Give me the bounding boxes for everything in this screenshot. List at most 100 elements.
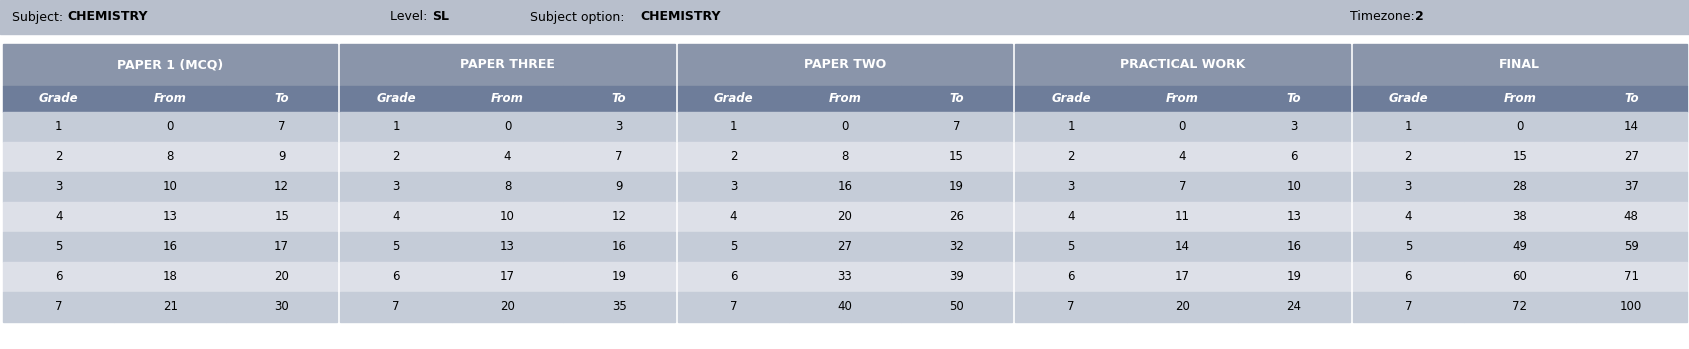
Bar xyxy=(3,262,115,292)
Text: CHEMISTRY: CHEMISTRY xyxy=(68,10,147,23)
Text: 4: 4 xyxy=(1404,210,1412,223)
Bar xyxy=(677,262,789,292)
Text: To: To xyxy=(611,92,627,105)
Bar xyxy=(339,44,674,86)
Text: Grade: Grade xyxy=(1051,92,1089,105)
Bar xyxy=(789,262,900,292)
Bar xyxy=(1015,142,1127,172)
Bar xyxy=(789,172,900,202)
Bar xyxy=(1015,262,1127,292)
Text: Timezone:: Timezone: xyxy=(1350,10,1417,23)
Bar xyxy=(1463,232,1574,262)
Text: 4: 4 xyxy=(392,210,400,223)
Text: 8: 8 xyxy=(503,180,512,193)
Text: CHEMISTRY: CHEMISTRY xyxy=(640,10,720,23)
Bar xyxy=(1127,172,1238,202)
Text: 9: 9 xyxy=(277,150,285,163)
Bar xyxy=(900,292,1012,322)
Bar xyxy=(339,142,451,172)
Bar xyxy=(677,172,789,202)
Bar xyxy=(562,292,674,322)
Text: 5: 5 xyxy=(730,240,736,253)
Text: 20: 20 xyxy=(274,270,289,283)
Text: 19: 19 xyxy=(1285,270,1301,283)
Text: 60: 60 xyxy=(1512,270,1527,283)
Bar xyxy=(1015,232,1127,262)
Text: 5: 5 xyxy=(392,240,400,253)
Text: Grade: Grade xyxy=(377,92,415,105)
Bar xyxy=(339,232,451,262)
Text: 19: 19 xyxy=(949,180,963,193)
Text: 3: 3 xyxy=(615,120,622,134)
Text: 0: 0 xyxy=(1177,120,1186,134)
Bar xyxy=(3,232,115,262)
Text: 16: 16 xyxy=(838,180,851,193)
Bar xyxy=(3,202,115,232)
Text: 8: 8 xyxy=(841,150,848,163)
Text: 7: 7 xyxy=(392,300,400,313)
Bar xyxy=(451,262,562,292)
Text: 3: 3 xyxy=(56,180,62,193)
Text: 48: 48 xyxy=(1623,210,1638,223)
Bar xyxy=(562,172,674,202)
Bar xyxy=(677,142,789,172)
Text: 0: 0 xyxy=(841,120,848,134)
Bar xyxy=(226,112,338,142)
Bar xyxy=(1238,292,1350,322)
Text: 40: 40 xyxy=(838,300,851,313)
Bar xyxy=(562,232,674,262)
Bar xyxy=(1463,292,1574,322)
Text: Grade: Grade xyxy=(713,92,753,105)
Text: 33: 33 xyxy=(838,270,851,283)
Bar xyxy=(1574,172,1686,202)
Text: 1: 1 xyxy=(1066,120,1074,134)
Text: 3: 3 xyxy=(1067,180,1074,193)
Bar xyxy=(1463,142,1574,172)
Bar xyxy=(1574,86,1686,112)
Text: From: From xyxy=(491,92,524,105)
Bar xyxy=(1351,172,1463,202)
Text: Grade: Grade xyxy=(39,92,78,105)
Bar xyxy=(900,172,1012,202)
Bar xyxy=(1463,86,1574,112)
Bar xyxy=(0,0,1689,34)
Text: 7: 7 xyxy=(953,120,959,134)
Bar xyxy=(789,292,900,322)
Bar xyxy=(1351,44,1686,86)
Bar xyxy=(226,202,338,232)
Bar xyxy=(226,292,338,322)
Text: 4: 4 xyxy=(1066,210,1074,223)
Bar xyxy=(1351,262,1463,292)
Bar xyxy=(1238,202,1350,232)
Text: 16: 16 xyxy=(611,240,627,253)
Text: 10: 10 xyxy=(1285,180,1301,193)
Bar xyxy=(226,232,338,262)
Text: Subject:: Subject: xyxy=(12,10,68,23)
Text: 38: 38 xyxy=(1512,210,1527,223)
Bar xyxy=(1127,142,1238,172)
Text: 0: 0 xyxy=(167,120,174,134)
Bar xyxy=(1238,262,1350,292)
Bar xyxy=(1574,262,1686,292)
Bar xyxy=(1015,292,1127,322)
Text: 6: 6 xyxy=(1289,150,1297,163)
Text: 8: 8 xyxy=(167,150,174,163)
Text: 100: 100 xyxy=(1620,300,1642,313)
Bar xyxy=(115,142,226,172)
Bar xyxy=(115,262,226,292)
Text: 0: 0 xyxy=(1515,120,1522,134)
Bar xyxy=(1127,232,1238,262)
Bar xyxy=(451,86,562,112)
Bar xyxy=(451,292,562,322)
Text: Level:: Level: xyxy=(390,10,431,23)
Bar xyxy=(900,202,1012,232)
Text: 14: 14 xyxy=(1174,240,1189,253)
Text: 2: 2 xyxy=(392,150,400,163)
Text: 14: 14 xyxy=(1623,120,1638,134)
Text: 5: 5 xyxy=(1404,240,1412,253)
Text: PAPER 1 (MCQ): PAPER 1 (MCQ) xyxy=(117,59,223,72)
Text: 7: 7 xyxy=(1066,300,1074,313)
Text: SL: SL xyxy=(432,10,449,23)
Bar xyxy=(1463,112,1574,142)
Text: Subject option:: Subject option: xyxy=(530,10,628,23)
